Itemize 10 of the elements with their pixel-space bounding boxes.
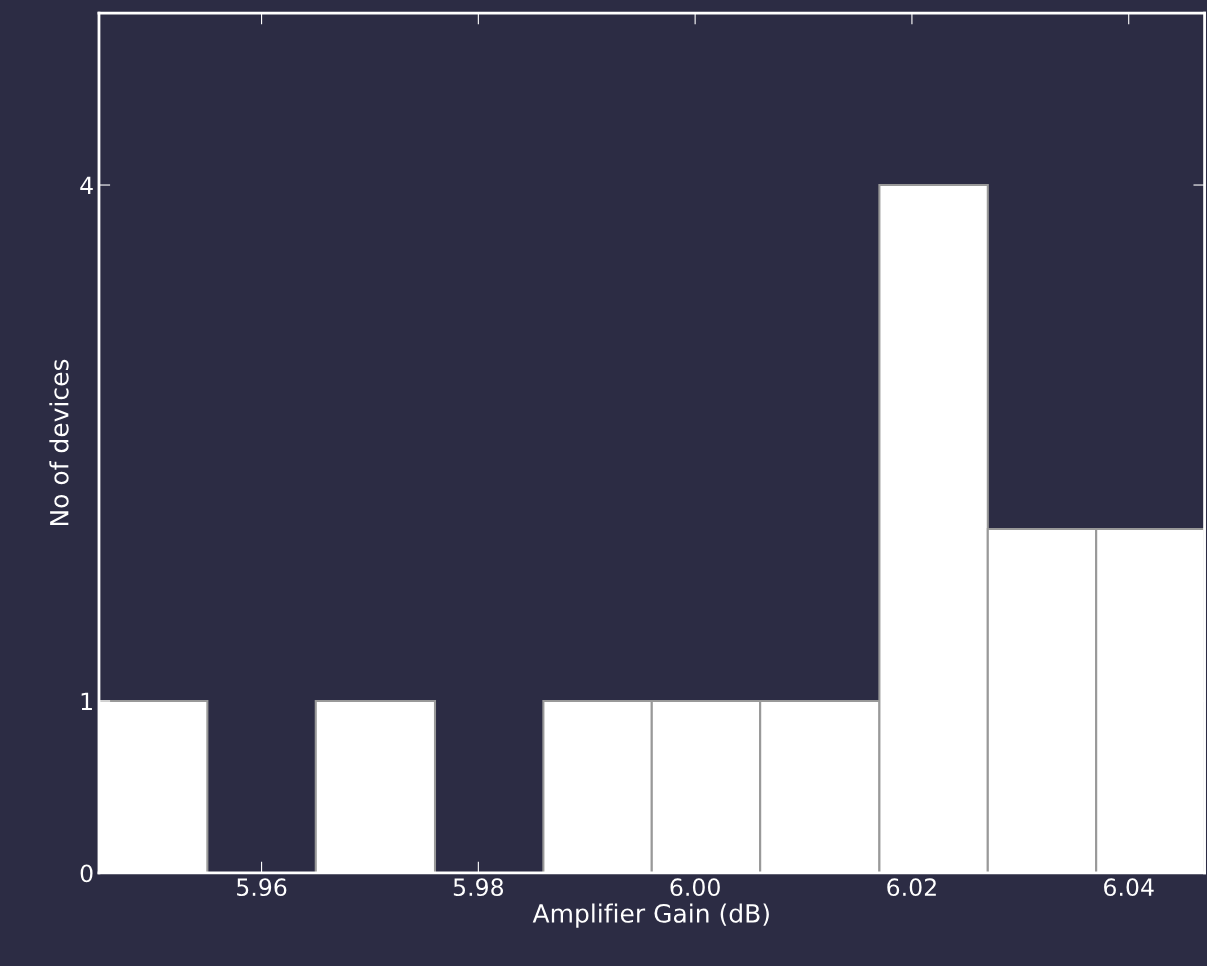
y-tick-label: 0 [80,864,93,883]
y-tick-label: 1 [81,692,92,710]
x-tick-label: 6.02 [887,878,936,897]
x-tick-label: 6.00 [670,878,720,897]
x-axis-title: Amplifier Gain (dB) [532,903,769,928]
x-tick-label: 6.04 [1104,878,1154,897]
y-tick-label: 4 [80,176,93,194]
y-axis-title: No of devices [49,359,69,526]
x-tick-label: 5.98 [453,878,504,897]
x-tick-label: 5.96 [237,878,287,897]
